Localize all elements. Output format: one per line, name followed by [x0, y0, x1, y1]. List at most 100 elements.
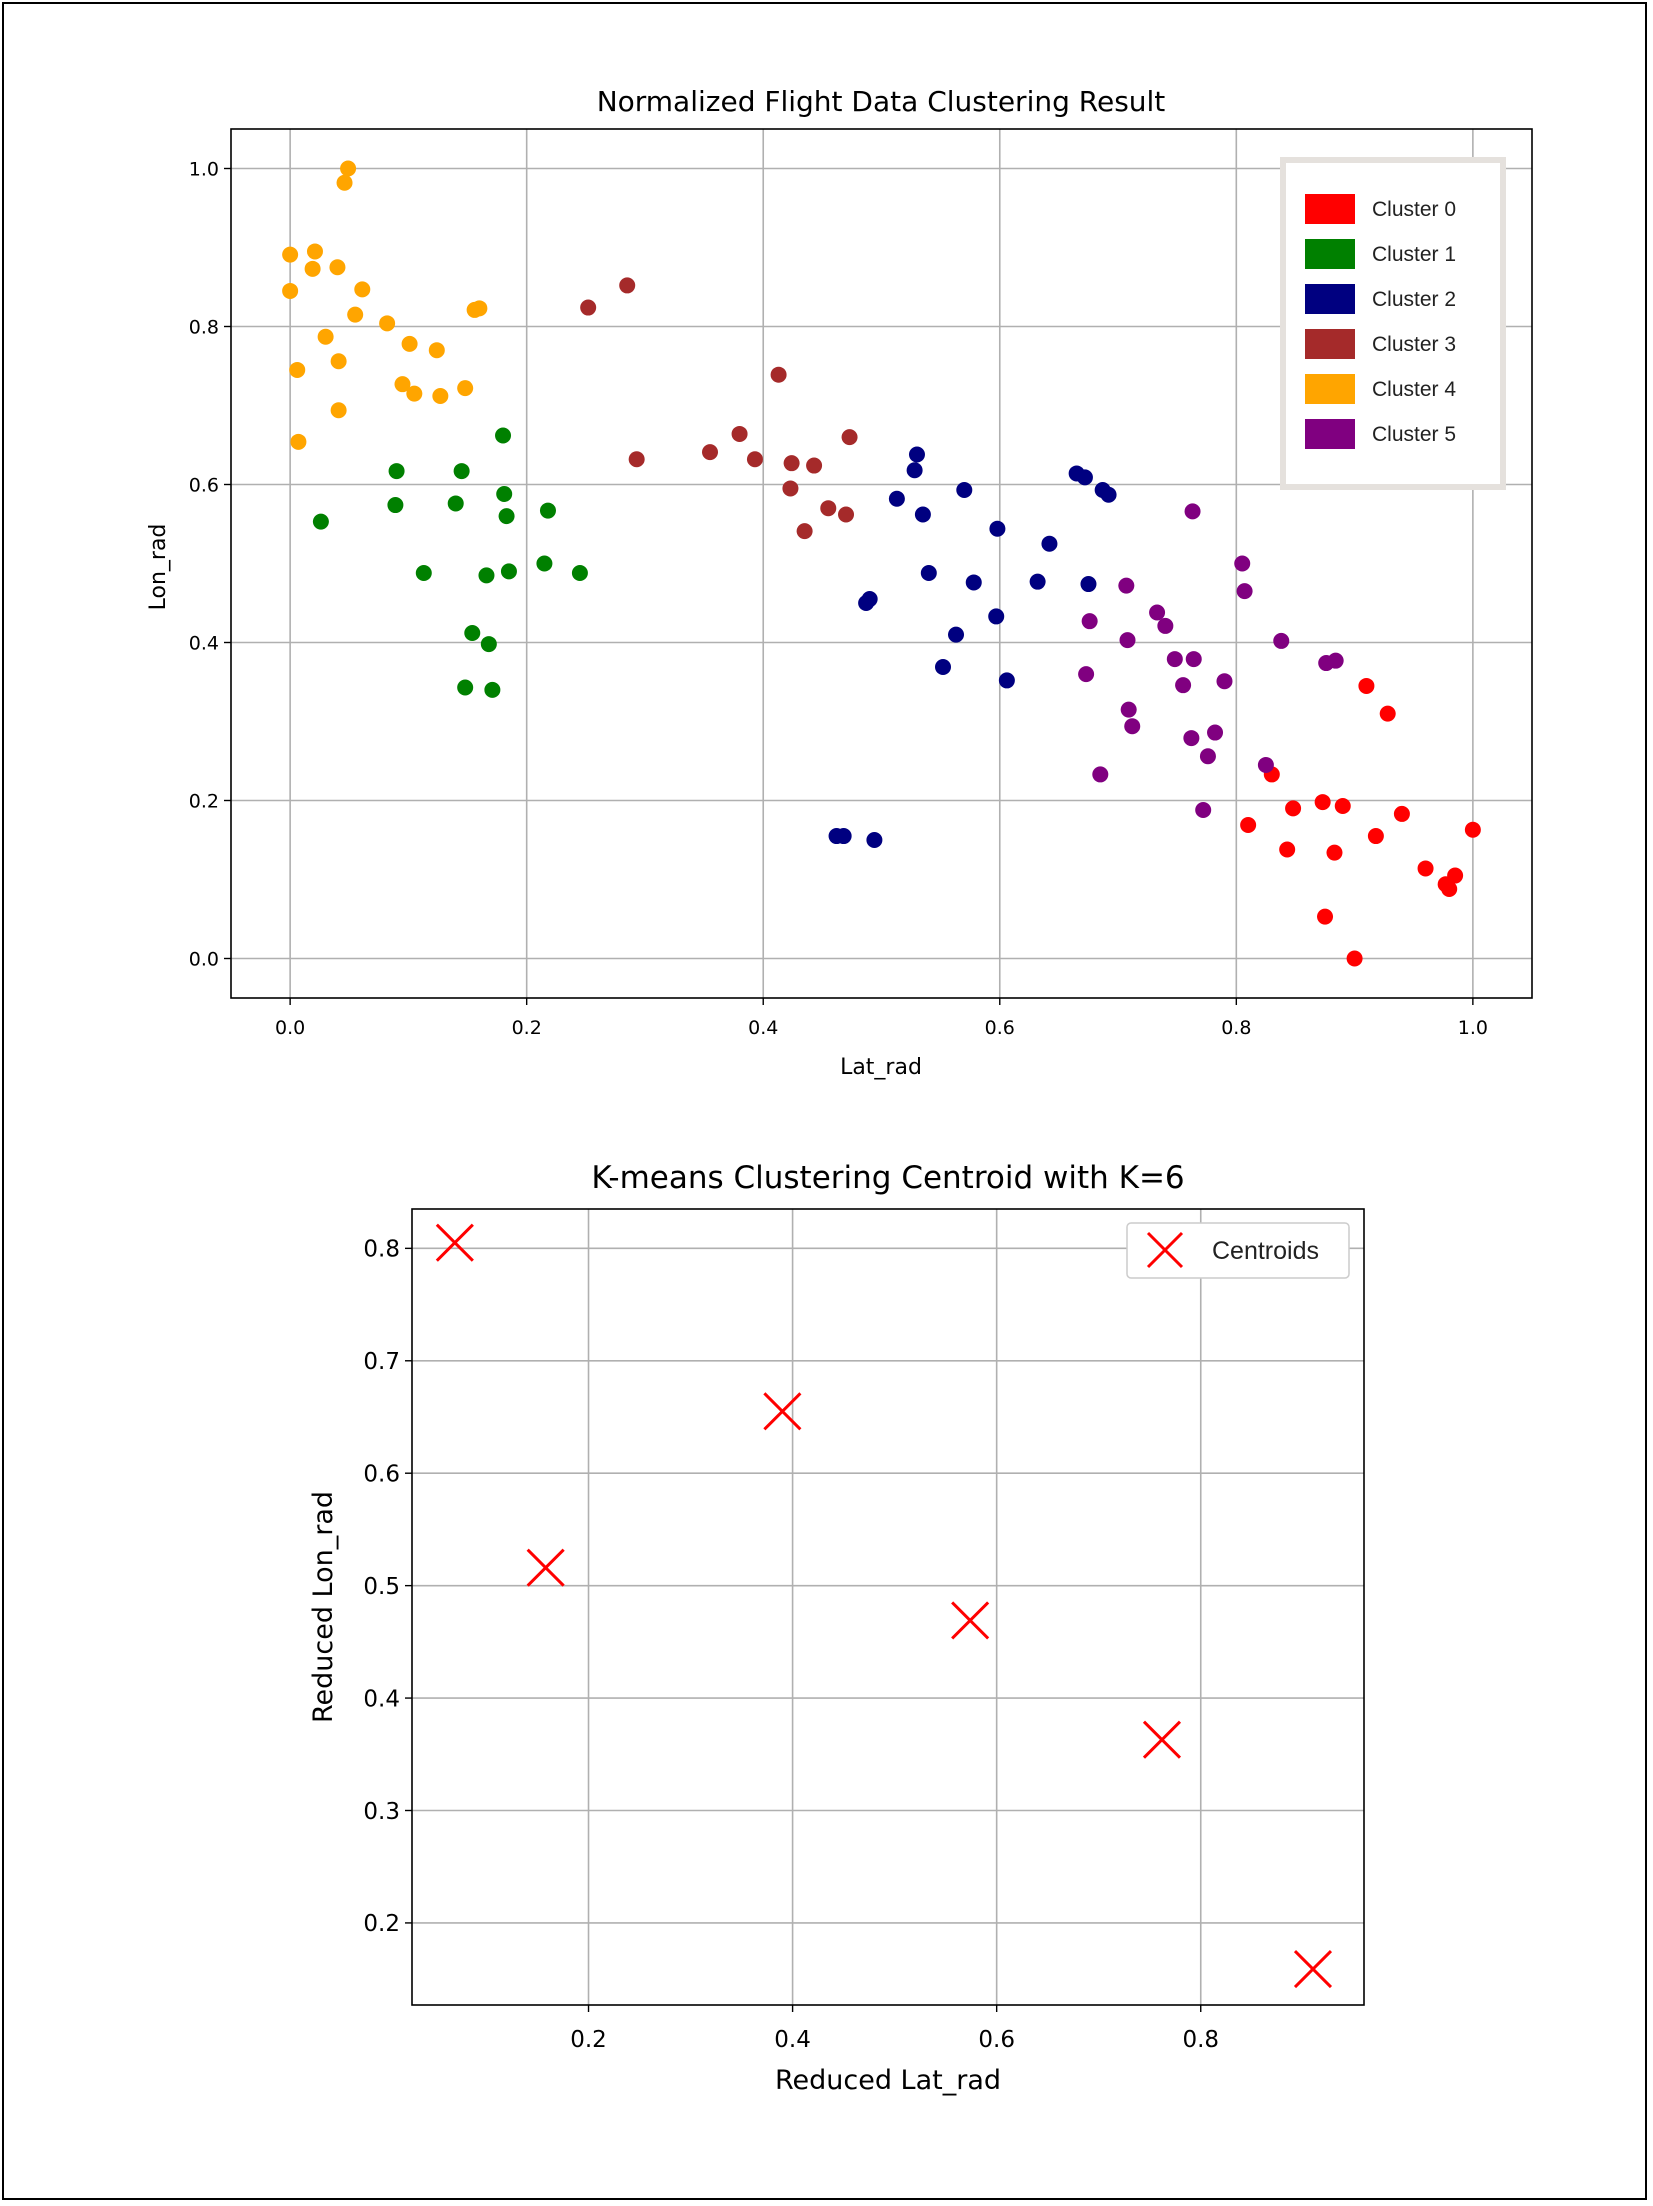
data-point [1358, 677, 1375, 694]
chart2-legend: Centroids [1126, 1222, 1350, 1279]
centroid-marker-stroke [435, 1223, 474, 1262]
data-point [1346, 950, 1363, 967]
y-tick-label: 0.4 [189, 632, 219, 654]
data-point [282, 282, 299, 299]
data-point [906, 462, 923, 479]
legend-label: Cluster 5 [1372, 423, 1456, 446]
centroid-marker-stroke [526, 1548, 565, 1587]
data-point [453, 463, 470, 480]
legend-swatch [1305, 284, 1355, 314]
data-point [496, 485, 513, 502]
data-point [306, 243, 323, 260]
chart1-title: Normalized Flight Data Clustering Result [597, 85, 1166, 118]
data-point [1195, 801, 1212, 818]
data-point [1185, 651, 1202, 668]
data-point [478, 567, 495, 584]
centroid-marker-stroke [1293, 1949, 1333, 1989]
data-point [1379, 705, 1396, 722]
data-point [1326, 844, 1343, 861]
data-point [806, 457, 823, 474]
data-point [888, 490, 905, 507]
legend-label: Cluster 3 [1372, 333, 1456, 356]
data-point [820, 500, 837, 517]
data-point [539, 502, 556, 519]
x-tick-label: 0.6 [978, 2027, 1015, 2053]
centroid-marker-stroke [951, 1601, 990, 1640]
legend-label: Cluster 2 [1372, 288, 1456, 311]
y-tick-label: 0.6 [189, 474, 219, 496]
data-point [495, 427, 512, 444]
data-point [1273, 632, 1290, 649]
data-point [920, 564, 937, 581]
x-tick-label: 0.6 [985, 1017, 1015, 1039]
data-point [731, 425, 748, 442]
data-point [1257, 756, 1274, 773]
data-point [484, 681, 501, 698]
data-point [1367, 828, 1384, 845]
data-point [1240, 816, 1257, 833]
data-point [988, 608, 1005, 625]
chart2-ylabel: Reduced Lon_rad [308, 1491, 339, 1723]
centroid-marker [763, 1392, 802, 1431]
x-tick-label: 0.4 [748, 1017, 778, 1039]
chart2-plot-area [411, 1208, 1365, 2006]
data-point [866, 832, 883, 848]
data-point [1166, 651, 1183, 668]
data-point [1184, 503, 1201, 520]
data-point [1279, 841, 1296, 858]
data-point [1447, 867, 1464, 884]
x-tick-label: 0.8 [1182, 2027, 1219, 2053]
chart1-grid [231, 129, 1532, 998]
data-point [340, 160, 357, 177]
data-point [838, 506, 855, 523]
data-point [457, 679, 474, 696]
x-tick-label: 0.0 [275, 1017, 305, 1039]
chart1-points [282, 160, 1481, 967]
data-point [841, 429, 858, 446]
data-point [304, 260, 321, 277]
y-tick-label: 0.0 [189, 948, 219, 970]
data-point [282, 246, 299, 263]
data-point [1080, 576, 1097, 593]
data-point [965, 574, 982, 591]
centroid-marker [1293, 1949, 1333, 1989]
data-point [1327, 652, 1344, 669]
legend-swatch [1305, 419, 1355, 449]
data-point [1234, 555, 1251, 572]
data-point [770, 366, 787, 383]
data-point [1157, 617, 1174, 634]
data-point [330, 402, 347, 419]
x-tick-label: 0.2 [512, 1017, 542, 1039]
data-point [1120, 701, 1137, 718]
data-point [536, 555, 553, 572]
chart2-ticks: 0.2 0.4 0.6 0.8 0.2 0.3 0.4 0.5 0.6 0.7 0.8 [363, 1237, 1219, 2053]
data-point [1314, 794, 1331, 811]
data-point [1124, 718, 1141, 735]
data-point [354, 281, 371, 298]
chart2-title: K-means Clustering Centroid with K=6 [591, 1160, 1184, 1196]
data-point [1441, 880, 1458, 897]
data-point [914, 506, 931, 523]
cluster-scatter-chart: Normalized Flight Data Clustering Result… [146, 85, 1533, 1080]
chart1-legend: Cluster 0 Cluster 1 Cluster 2 Cluster 3 Clus… [1280, 157, 1506, 490]
chart1-ylabel: Lon_rad [146, 524, 171, 611]
data-point [428, 342, 445, 359]
data-point [336, 174, 353, 191]
data-point [312, 513, 329, 530]
y-tick-label: 0.7 [363, 1349, 400, 1375]
centroid-marker [1142, 1720, 1182, 1759]
chart1-xlabel: Lat_rad [840, 1055, 922, 1080]
data-point [471, 300, 488, 317]
legend-swatch [1305, 329, 1355, 359]
y-tick-label: 0.2 [189, 790, 219, 812]
data-point [796, 523, 813, 540]
data-point [290, 433, 307, 450]
y-tick-label: 1.0 [189, 158, 219, 180]
data-point [1464, 821, 1481, 838]
data-point [317, 328, 334, 345]
data-point [388, 463, 405, 480]
data-point [1175, 677, 1192, 694]
data-point [500, 563, 517, 580]
data-point [1334, 798, 1351, 815]
y-tick-label: 0.3 [363, 1799, 400, 1825]
